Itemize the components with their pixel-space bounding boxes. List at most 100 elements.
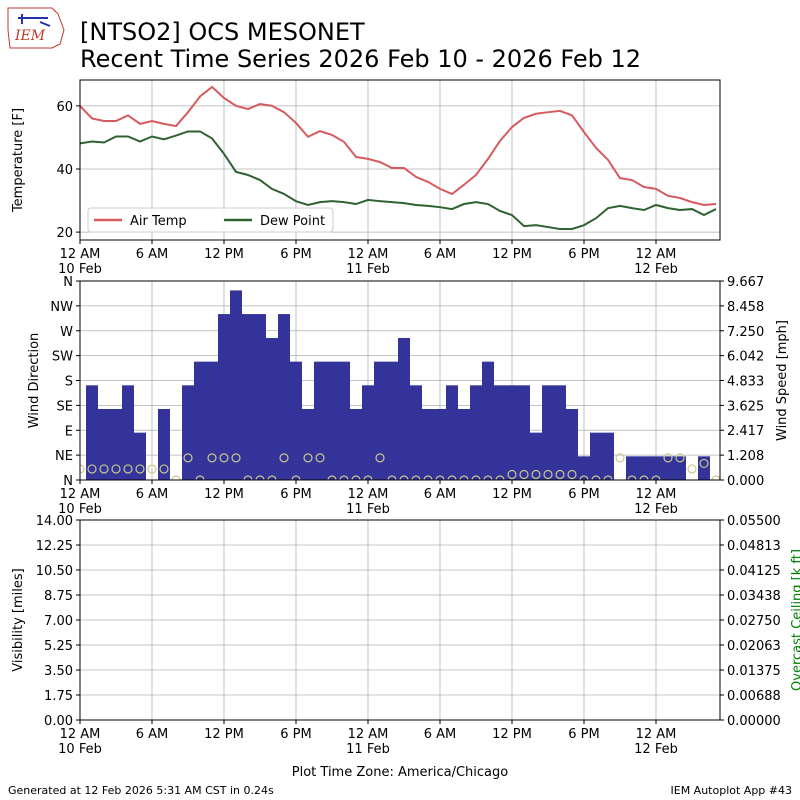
bar [314,361,326,480]
point [303,453,313,463]
x-tick-label: 12 AM 12 Feb [634,727,678,757]
x-axis-label: Plot Time Zone: America/Chicago [292,765,508,780]
y2-tick-label: 9.667 [727,275,764,290]
y2-tick-label: 1.208 [727,449,764,464]
x-tick-label: 12 AM 11 Feb [346,487,390,517]
x-tick-label: 6 PM [568,727,599,742]
bar [350,408,362,480]
x-tick-label: 12 AM 12 Feb [634,487,678,517]
x-tick-label: 12 AM 11 Feb [346,727,390,757]
point [495,475,505,480]
y2-tick-label: 0.01375 [727,664,781,679]
y-tick-label: W [60,325,73,340]
bar [362,385,374,480]
series-line [80,85,717,206]
x-tick-label: 12 PM [204,247,244,262]
point [459,475,469,480]
y2-tick-label: 0.02063 [727,639,781,654]
point [231,453,241,463]
point [615,453,625,463]
point [435,475,445,480]
point [327,475,337,480]
point [711,475,720,480]
y2-tick-label: 8.458 [727,300,764,315]
panel: 12 AM 10 Feb 6 AM 12 PM 6 PM 12 AM 11 Feb 6 AM 1… [11,79,721,277]
bar [266,337,278,480]
series-line [80,130,717,230]
point [339,475,349,480]
subtitle: Recent Time Series 2026 Feb 10 - 2026 Fe… [80,45,641,73]
bar [122,385,134,480]
point [183,453,193,463]
legend-label: Dew Point [260,214,325,229]
point [171,475,181,480]
point [159,464,169,474]
point [519,469,529,480]
bar [86,385,98,480]
data [80,290,720,480]
point [471,475,481,480]
bar [458,408,470,480]
point [123,464,133,474]
x-tick-label: 12 PM [204,727,244,742]
point [411,475,421,480]
x-tick-label: 6 AM [136,247,169,262]
point [483,475,493,480]
point [195,475,205,480]
point [639,475,649,480]
point [387,475,397,480]
bar [338,361,350,480]
y2-tick-label: 0.000 [727,474,764,489]
y-tick-label: 12.25 [36,539,73,554]
legend-box [87,207,334,233]
y2-tick-label: 6.042 [727,350,764,365]
y2-tick-label: 2.417 [727,424,764,439]
y2-tick-label: 0.05500 [727,514,781,529]
bar [674,456,686,480]
bar [326,361,338,480]
x-tick-label: 6 AM [424,727,457,742]
logo-text: IEM [14,28,46,44]
logo-mark [18,14,51,27]
point [603,475,613,480]
point [351,475,361,480]
y-tick-label: 8.75 [44,589,73,604]
logo: IEM [7,7,65,49]
point [543,469,553,480]
point [699,458,709,469]
y2-tick-label: 0.04813 [727,539,781,554]
bar [386,361,398,480]
y-axis-label: Visibility [miles] [11,568,26,671]
bar [218,314,230,480]
x-tick-label: 12 PM [204,487,244,502]
title: [NTSO2] OCS MESONET [80,18,365,46]
x-tick-label: 12 AM 10 Feb [58,487,102,517]
bar [374,361,386,480]
footer-left: Generated at 12 Feb 2026 5:31 AM CST in … [8,784,274,797]
point [291,475,301,480]
y2-tick-label: 0.00000 [727,714,781,729]
point [267,475,277,480]
point [531,469,541,480]
y-tick-label: 7.00 [44,614,73,629]
point [591,475,601,480]
bar [302,408,314,480]
y-tick-label: 1.75 [44,689,73,704]
x-tick-label: 6 AM [136,727,169,742]
x-tick-label: 12 AM 10 Feb [58,727,102,757]
point [87,464,97,474]
y-tick-label: NE [55,449,73,464]
bar [542,385,554,480]
point [507,469,517,480]
point [243,475,253,480]
bar [626,456,638,480]
bar [566,408,578,480]
bar [554,385,566,480]
y-tick-label: 10.50 [36,564,73,579]
bar [662,456,674,480]
bar [578,456,590,480]
bar [638,456,650,480]
y2-tick-label: 0.04125 [727,564,781,579]
y-tick-label: 14.00 [36,514,73,529]
